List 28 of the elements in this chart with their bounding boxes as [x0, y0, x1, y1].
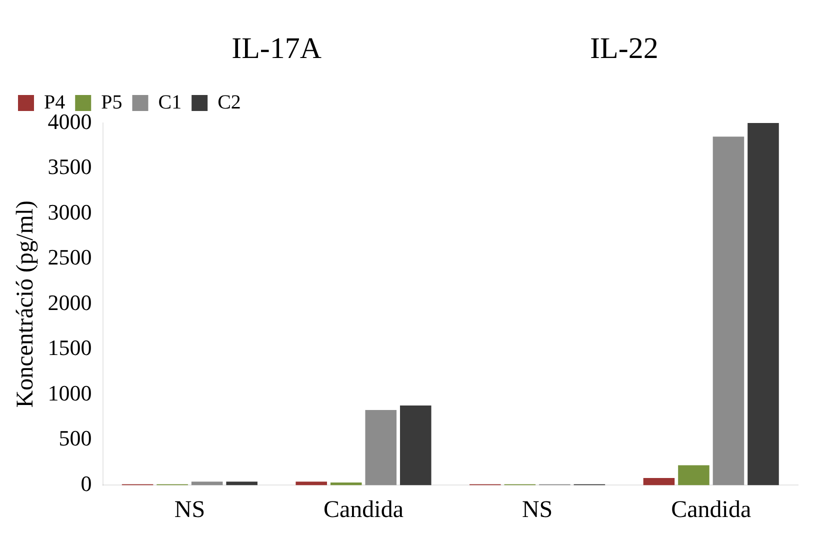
legend-label: P5	[101, 91, 122, 114]
bar	[712, 136, 744, 486]
y-tick-label: 3500	[48, 154, 92, 180]
text: IL-22	[590, 32, 658, 65]
bar	[400, 406, 432, 486]
bar	[365, 410, 397, 486]
bar	[330, 482, 362, 486]
bar	[226, 482, 258, 486]
y-tick-label: 2500	[48, 244, 92, 270]
x-tick-label: NS	[174, 496, 206, 523]
bar	[643, 478, 675, 486]
x-tick-label: NS	[522, 496, 553, 523]
bar	[678, 465, 710, 486]
x-tick-label: Candida	[671, 496, 752, 523]
y-tick-label: 1000	[48, 380, 92, 406]
legend-label: C1	[158, 91, 182, 114]
y-tick-label: 1500	[48, 335, 92, 360]
bar	[748, 123, 779, 486]
y-tick-label: 2000	[48, 290, 92, 315]
y-tick-label: 3000	[48, 199, 92, 224]
bar	[191, 482, 223, 486]
x-tick-label: Candida	[324, 496, 404, 523]
y-axis-title: Koncentráció (pg/ml)	[12, 200, 39, 408]
text: IL-17A	[232, 32, 322, 65]
legend-label: C2	[218, 91, 241, 114]
bar	[296, 482, 327, 486]
y-tick-label: 0	[80, 470, 92, 496]
y-tick-label: 500	[58, 426, 92, 451]
